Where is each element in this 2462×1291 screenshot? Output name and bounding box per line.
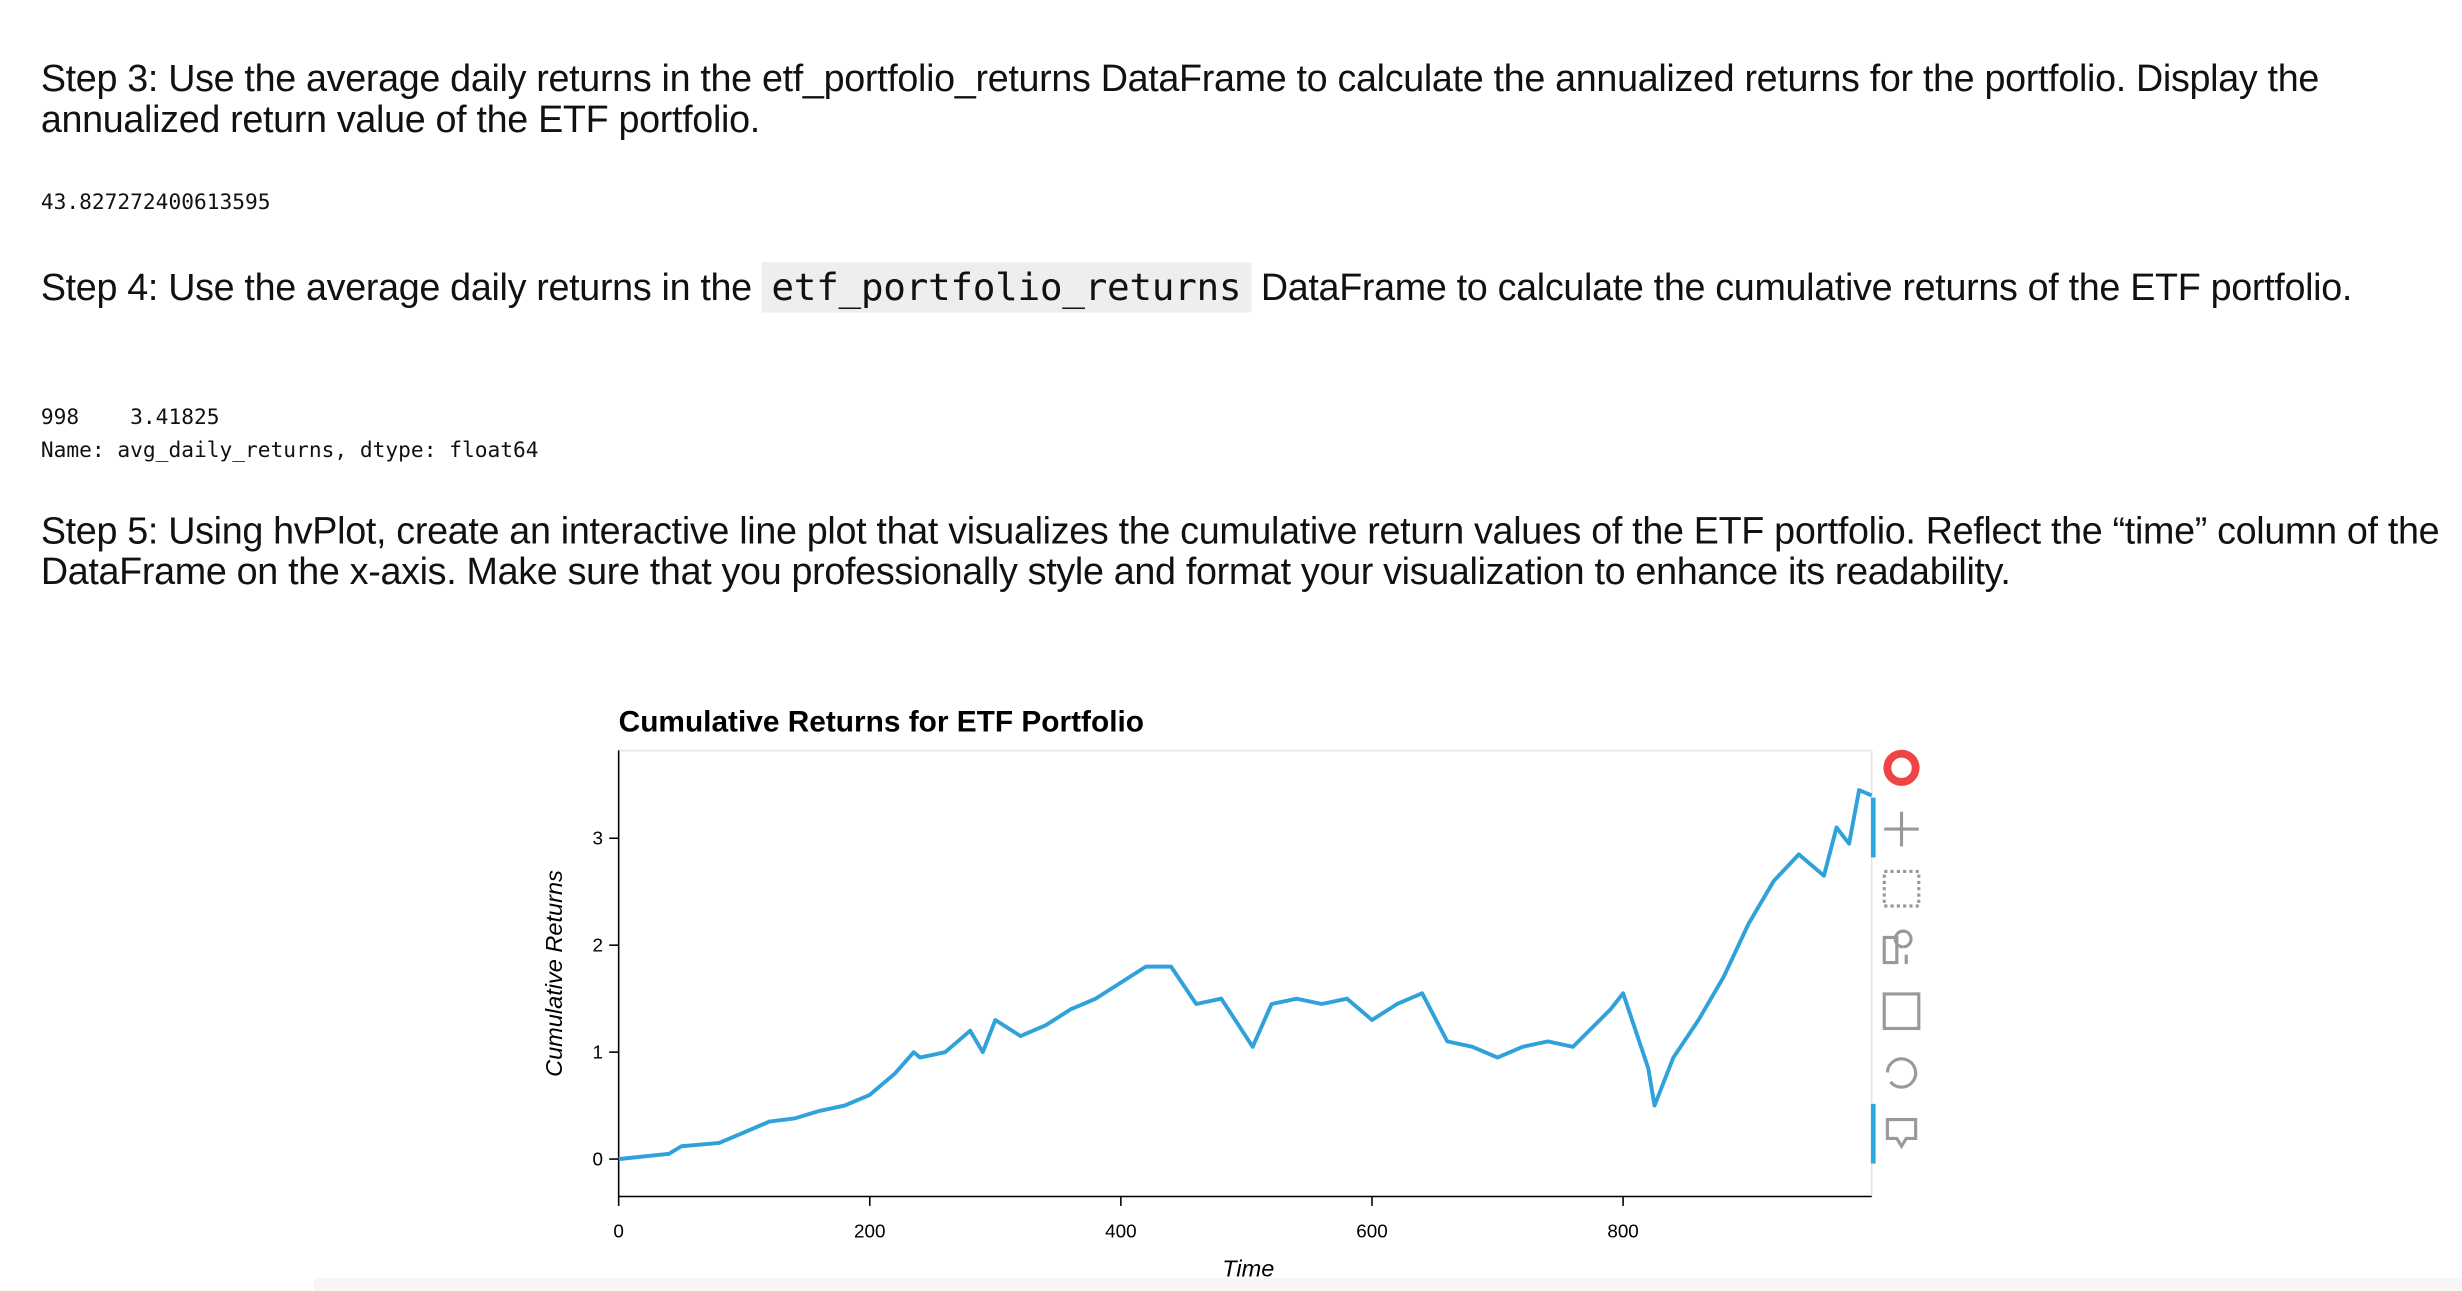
- plot-frame: [617, 749, 1873, 1198]
- y-tick-label: 2: [592, 934, 602, 955]
- heading-text: Step 4: Use the average daily returns in…: [40, 266, 762, 310]
- x-axis-label: Time: [1222, 1256, 1274, 1282]
- toolbar: [1870, 749, 1921, 1164]
- y-tick-label: 1: [592, 1041, 602, 1062]
- heading-text: DataFrame to calculate the cumulative re…: [1250, 266, 2353, 310]
- reset-tool[interactable]: [1885, 1057, 1918, 1089]
- box-zoom-tool[interactable]: [1882, 869, 1921, 908]
- x-tick-label: 200: [854, 1220, 885, 1241]
- step-heading: Step 5: Using hvPlot, create an interact…: [40, 510, 2440, 594]
- y-tick-label: 3: [592, 828, 602, 849]
- cell-output: 43.827272400613595: [40, 189, 271, 216]
- x-tick-label: 0: [613, 1220, 623, 1241]
- cell-border: [314, 1278, 2462, 1291]
- x-tick-label: 600: [1356, 1220, 1387, 1241]
- step-heading: Step 3: Use the average daily returns in…: [40, 58, 2320, 142]
- pan-tool[interactable]: [1884, 811, 1919, 847]
- line-series: [618, 788, 1873, 1162]
- wheel-zoom-tool[interactable]: [1882, 929, 1913, 965]
- step-heading: Step 4: Use the average daily returns in…: [40, 262, 2443, 313]
- x-tick-label: 400: [1105, 1220, 1136, 1241]
- inline-code: etf_portfolio_returns: [761, 262, 1251, 313]
- chart-title: Cumulative Returns for ETF Portfolio: [619, 706, 1144, 739]
- bokeh-logo[interactable]: [1883, 749, 1920, 786]
- save-tool[interactable]: [1882, 992, 1921, 1031]
- cell-output: Name: avg_daily_returns, dtype: float64: [40, 438, 539, 464]
- hover-tool[interactable]: [1885, 1117, 1918, 1150]
- cell-output: 998 3.41825: [40, 405, 220, 431]
- y-axis-label: Cumulative Returns: [541, 870, 567, 1077]
- x-tick-label: 800: [1607, 1220, 1638, 1241]
- y-tick-label: 0: [592, 1148, 602, 1169]
